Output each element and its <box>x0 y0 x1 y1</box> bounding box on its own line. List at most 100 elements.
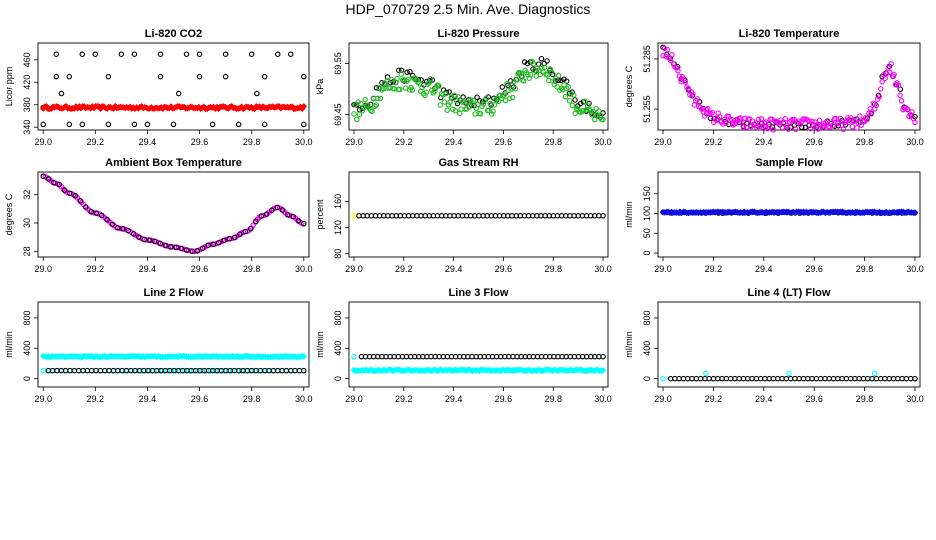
data-point <box>356 111 363 118</box>
x-tick-label: 30.0 <box>295 264 313 274</box>
plot-frame <box>348 171 609 258</box>
data-point <box>109 221 116 228</box>
panel-title: Line 4 (LT) Flow <box>748 287 831 299</box>
data-point <box>816 117 823 124</box>
plot-frame <box>657 301 921 388</box>
data-point <box>365 102 371 109</box>
data-point <box>663 53 669 60</box>
x-tick-label: 29.2 <box>705 264 723 274</box>
data-point <box>488 111 495 117</box>
data-point <box>504 80 510 87</box>
x-tick-label: 29.0 <box>34 137 52 147</box>
data-point <box>360 104 367 111</box>
data-point <box>98 212 105 219</box>
data-point <box>301 73 307 80</box>
data-point <box>53 73 59 80</box>
data-point <box>79 121 86 128</box>
x-tick-label: 29.2 <box>395 394 413 404</box>
data-point <box>261 73 268 80</box>
data-point <box>373 85 380 91</box>
x-tick-label: 29.4 <box>445 264 463 274</box>
series-black-circles <box>358 353 606 360</box>
data-point <box>544 58 550 64</box>
data-point <box>136 234 142 240</box>
x-tick-label: 29.2 <box>395 264 413 274</box>
data-point <box>600 213 606 219</box>
data-point <box>351 353 357 360</box>
data-point <box>285 212 291 218</box>
plot-frame <box>657 171 921 258</box>
data-point <box>499 84 506 90</box>
data-point <box>904 106 911 113</box>
data-point <box>189 248 195 254</box>
data-point <box>443 91 449 97</box>
data-point <box>221 237 227 244</box>
x-tick-label: 29.8 <box>544 137 562 147</box>
data-point <box>520 78 527 84</box>
x-tick-label: 30.0 <box>594 264 612 274</box>
data-point <box>351 213 357 219</box>
y-tick-label: 51.255 <box>642 95 652 123</box>
data-point <box>470 98 477 104</box>
data-point <box>424 81 431 87</box>
data-point <box>253 218 259 225</box>
data-point <box>739 119 745 126</box>
data-point <box>247 226 254 232</box>
data-point <box>709 109 715 116</box>
data-point <box>873 102 879 109</box>
data-point <box>563 78 570 84</box>
data-point <box>178 245 185 252</box>
data-point <box>505 87 512 94</box>
x-tick-label: 29.0 <box>34 264 52 274</box>
series-cyan-upper <box>351 353 357 360</box>
data-point <box>552 75 559 82</box>
data-point <box>702 113 708 119</box>
data-point <box>883 70 890 77</box>
x-tick-label: 29.4 <box>755 394 773 404</box>
data-point <box>876 94 882 100</box>
y-axis-label: ml/min <box>624 201 634 228</box>
y-tick-label: 340 <box>22 120 32 135</box>
data-point <box>912 119 918 126</box>
x-tick-label: 29.8 <box>544 394 562 404</box>
series-black-circles <box>40 51 307 128</box>
data-point <box>258 213 264 219</box>
data-point <box>530 61 537 67</box>
data-point <box>460 94 466 100</box>
data-point <box>770 127 777 133</box>
data-point <box>210 241 217 247</box>
x-tick-label: 29.2 <box>395 137 413 147</box>
x-tick-label: 29.6 <box>805 264 823 274</box>
data-point <box>835 123 842 129</box>
data-point <box>409 87 416 93</box>
x-tick-label: 29.6 <box>191 137 209 147</box>
data-point <box>781 120 787 127</box>
data-point <box>162 242 169 249</box>
data-point <box>222 73 229 80</box>
data-point <box>466 104 473 110</box>
x-tick-label: 29.4 <box>445 394 463 404</box>
data-point <box>562 94 569 100</box>
data-point <box>728 116 735 123</box>
data-point <box>301 367 307 374</box>
panel-title: Line 3 Flow <box>449 287 509 299</box>
data-point <box>404 69 410 76</box>
data-point <box>591 116 598 123</box>
y-tick-label: 420 <box>22 75 32 90</box>
y-tick-label: 69.55 <box>333 52 343 75</box>
data-point <box>555 72 562 79</box>
data-point <box>67 190 73 197</box>
data-point <box>40 173 46 180</box>
data-point <box>131 121 138 128</box>
data-point <box>495 98 502 105</box>
data-point <box>175 90 182 97</box>
data-point <box>493 97 499 103</box>
data-point <box>131 51 138 57</box>
series-black-circles <box>40 173 307 254</box>
data-point <box>444 107 450 113</box>
data-point <box>300 353 308 360</box>
data-point <box>477 111 484 117</box>
series-yellow-point <box>351 213 357 219</box>
y-tick-label: 400 <box>642 341 652 356</box>
